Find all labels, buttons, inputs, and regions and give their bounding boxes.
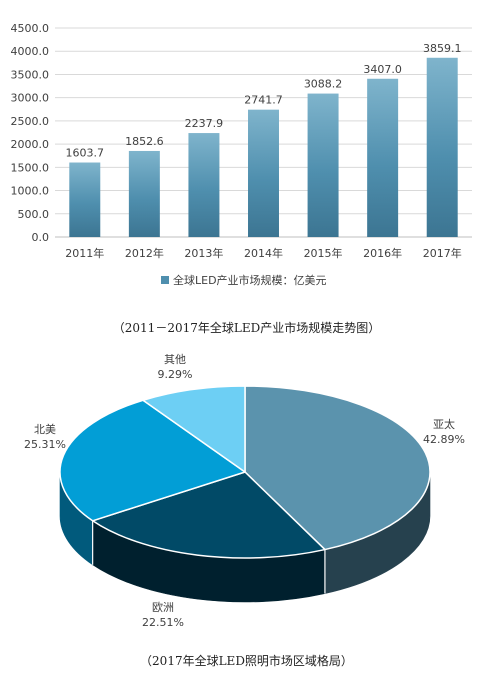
pie-slice-side (92, 520, 326, 603)
y-tick-label: 2000.0 (11, 138, 50, 151)
pie-slice (91, 471, 326, 559)
y-tick-label: 0.0 (32, 231, 50, 244)
bar-chart: 0.0 500.0 1000.0 1500.0 2000.0 2500.0 3000.0 35… (11, 22, 472, 287)
bar (188, 133, 220, 237)
x-tick-label: 2012年 (125, 246, 164, 260)
pie-slice-label: 欧洲 (152, 601, 174, 614)
bar (307, 93, 339, 237)
x-tick-label: 2016年 (363, 246, 402, 260)
bar-value-label: 3088.2 (304, 78, 343, 91)
x-tick-label: 2017年 (423, 246, 462, 260)
bar-value-label: 1603.7 (66, 147, 105, 160)
pie-slice-percent: 42.89% (423, 433, 465, 446)
pie-slice-label: 其他 (164, 353, 186, 366)
bar-chart-caption: （2011－2017年全球LED产业市场规模走势图） (112, 321, 381, 335)
pie-slice-label: 北美 (34, 423, 56, 436)
x-tick-label: 2014年 (244, 246, 283, 260)
bar-value-label: 2237.9 (185, 117, 224, 130)
pie-slice-side (59, 471, 93, 566)
pie-slice (244, 385, 431, 551)
bar-value-label: 3407.0 (363, 63, 402, 76)
y-tick-label: 3000.0 (11, 92, 50, 105)
y-tick-label: 500.0 (18, 208, 50, 221)
pie-slice-percent: 9.29% (158, 368, 193, 381)
bar (367, 78, 399, 237)
x-tick-label: 2011年 (65, 246, 104, 260)
pie-slice-percent: 25.31% (24, 438, 66, 451)
x-tick-label: 2013年 (184, 246, 223, 260)
pie-slice (142, 385, 246, 473)
y-tick-label: 4000.0 (11, 45, 50, 58)
x-tick-label: 2015年 (304, 246, 343, 260)
bar (426, 57, 458, 238)
bar-value-label: 2741.7 (244, 94, 283, 107)
y-tick-label: 1000.0 (11, 185, 50, 198)
pie-slice-side (324, 471, 431, 594)
bar-value-label: 3859.1 (423, 42, 462, 55)
pie-slice-percent: 22.51% (142, 616, 184, 629)
y-tick-label: 4500.0 (11, 22, 50, 35)
y-tick-label: 2500.0 (11, 115, 50, 128)
bar (248, 109, 279, 237)
bar (69, 162, 101, 237)
legend: 全球LED产业市场规模：亿美元 (161, 273, 327, 287)
pie-slice (59, 399, 246, 522)
pie-slice-label: 亚太 (433, 418, 455, 431)
pie-chart-caption: （2017年全球LED照明市场区域格局） (140, 654, 353, 668)
y-tick-label: 3500.0 (11, 68, 50, 81)
legend-label: 全球LED产业市场规模：亿美元 (173, 273, 327, 287)
legend-swatch (161, 276, 169, 284)
y-tick-label: 1500.0 (11, 161, 50, 174)
bar-value-label: 1852.6 (125, 135, 164, 148)
bar (128, 150, 160, 237)
